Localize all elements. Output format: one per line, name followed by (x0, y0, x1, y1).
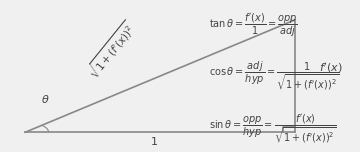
Text: 1: 1 (151, 137, 158, 147)
Text: $\sin\theta = \dfrac{\mathit{opp}}{\mathit{hyp}} = \dfrac{f'(x)}{\sqrt{1+(f'(x)): $\sin\theta = \dfrac{\mathit{opp}}{\math… (209, 113, 337, 145)
Text: $f'(x)$: $f'(x)$ (319, 61, 342, 75)
Text: $\tan\theta = \dfrac{f'(x)}{1} = \dfrac{\mathit{opp}}{\mathit{adj}}$: $\tan\theta = \dfrac{f'(x)}{1} = \dfrac{… (209, 12, 298, 39)
Text: $\cos\theta = \dfrac{\mathit{adj}}{\mathit{hyp}} = \dfrac{1}{\sqrt{1+(f'(x))^2}}: $\cos\theta = \dfrac{\mathit{adj}}{\math… (209, 60, 339, 92)
Text: $\theta$: $\theta$ (41, 93, 50, 105)
Text: $\sqrt{1+(f'(x))^2}$: $\sqrt{1+(f'(x))^2}$ (83, 18, 140, 82)
